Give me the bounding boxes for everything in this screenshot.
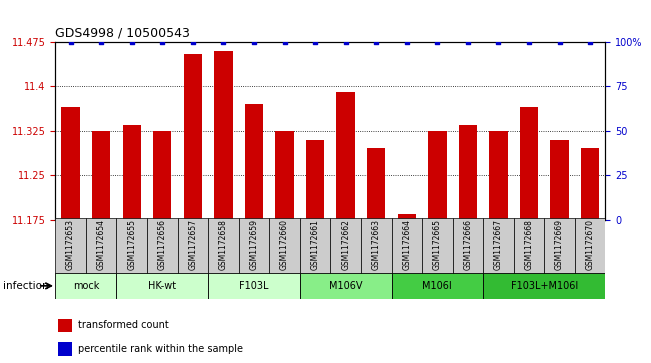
Bar <box>153 131 171 220</box>
Text: GSM1172664: GSM1172664 <box>402 220 411 270</box>
Point <box>126 39 137 45</box>
Bar <box>544 218 575 274</box>
Bar <box>428 131 447 220</box>
Text: F103L+M106I: F103L+M106I <box>510 281 578 291</box>
Bar <box>239 218 270 274</box>
Point <box>555 39 565 45</box>
Point <box>340 39 351 45</box>
Bar <box>520 107 538 220</box>
Text: mock: mock <box>73 281 99 291</box>
Text: GSM1172666: GSM1172666 <box>464 220 473 270</box>
Bar <box>117 218 147 274</box>
Text: GSM1172661: GSM1172661 <box>311 220 320 270</box>
Bar <box>275 131 294 220</box>
Text: GSM1172662: GSM1172662 <box>341 220 350 270</box>
Bar <box>58 342 72 356</box>
Bar <box>575 218 605 274</box>
Text: percentile rank within the sample: percentile rank within the sample <box>78 344 243 354</box>
Text: infection: infection <box>3 281 49 291</box>
Bar <box>270 218 300 274</box>
Bar <box>208 218 239 274</box>
Bar <box>550 139 569 220</box>
Bar <box>300 218 330 274</box>
Point <box>432 39 443 45</box>
Text: GSM1172658: GSM1172658 <box>219 220 228 270</box>
Bar <box>55 218 86 274</box>
Bar <box>391 273 483 299</box>
Point <box>493 39 504 45</box>
Bar <box>58 319 72 332</box>
Bar <box>367 148 385 220</box>
Bar <box>391 218 422 274</box>
Text: GSM1172655: GSM1172655 <box>127 220 136 270</box>
Point <box>65 39 76 45</box>
Bar <box>483 273 605 299</box>
Text: GSM1172657: GSM1172657 <box>188 220 197 270</box>
Bar <box>361 218 391 274</box>
Text: GSM1172665: GSM1172665 <box>433 220 442 270</box>
Text: GDS4998 / 10500543: GDS4998 / 10500543 <box>55 26 190 39</box>
Text: GSM1172654: GSM1172654 <box>97 220 105 270</box>
Bar <box>490 131 508 220</box>
Text: GSM1172659: GSM1172659 <box>249 220 258 270</box>
Text: GSM1172669: GSM1172669 <box>555 220 564 270</box>
Point <box>310 39 320 45</box>
Bar <box>178 218 208 274</box>
Point <box>249 39 259 45</box>
Text: M106V: M106V <box>329 281 363 291</box>
Bar <box>306 139 324 220</box>
Point <box>463 39 473 45</box>
Text: GSM1172660: GSM1172660 <box>280 220 289 270</box>
Text: transformed count: transformed count <box>78 321 169 330</box>
Bar <box>300 273 391 299</box>
Bar <box>86 218 117 274</box>
Point <box>157 39 167 45</box>
Text: GSM1172663: GSM1172663 <box>372 220 381 270</box>
Bar <box>483 218 514 274</box>
Bar <box>92 131 110 220</box>
Bar <box>245 104 263 220</box>
Bar <box>337 92 355 220</box>
Point <box>218 39 229 45</box>
Text: F103L: F103L <box>239 281 269 291</box>
Bar <box>330 218 361 274</box>
Point <box>279 39 290 45</box>
Bar <box>214 50 232 220</box>
Point <box>524 39 534 45</box>
Bar <box>208 273 300 299</box>
Text: GSM1172670: GSM1172670 <box>586 220 594 270</box>
Text: GSM1172667: GSM1172667 <box>494 220 503 270</box>
Point <box>402 39 412 45</box>
Bar <box>581 148 600 220</box>
Bar <box>61 107 80 220</box>
Point <box>371 39 381 45</box>
Text: GSM1172668: GSM1172668 <box>525 220 534 270</box>
Bar <box>514 218 544 274</box>
Point <box>96 39 106 45</box>
Text: HK-wt: HK-wt <box>148 281 176 291</box>
Bar <box>422 218 452 274</box>
Point <box>187 39 198 45</box>
Bar <box>184 54 202 220</box>
Point <box>585 39 596 45</box>
Bar <box>122 125 141 220</box>
Bar <box>117 273 208 299</box>
Bar <box>55 273 117 299</box>
Text: GSM1172653: GSM1172653 <box>66 220 75 270</box>
Bar <box>452 218 483 274</box>
Bar <box>459 125 477 220</box>
Bar <box>147 218 178 274</box>
Text: M106I: M106I <box>422 281 452 291</box>
Text: GSM1172656: GSM1172656 <box>158 220 167 270</box>
Bar <box>398 214 416 220</box>
